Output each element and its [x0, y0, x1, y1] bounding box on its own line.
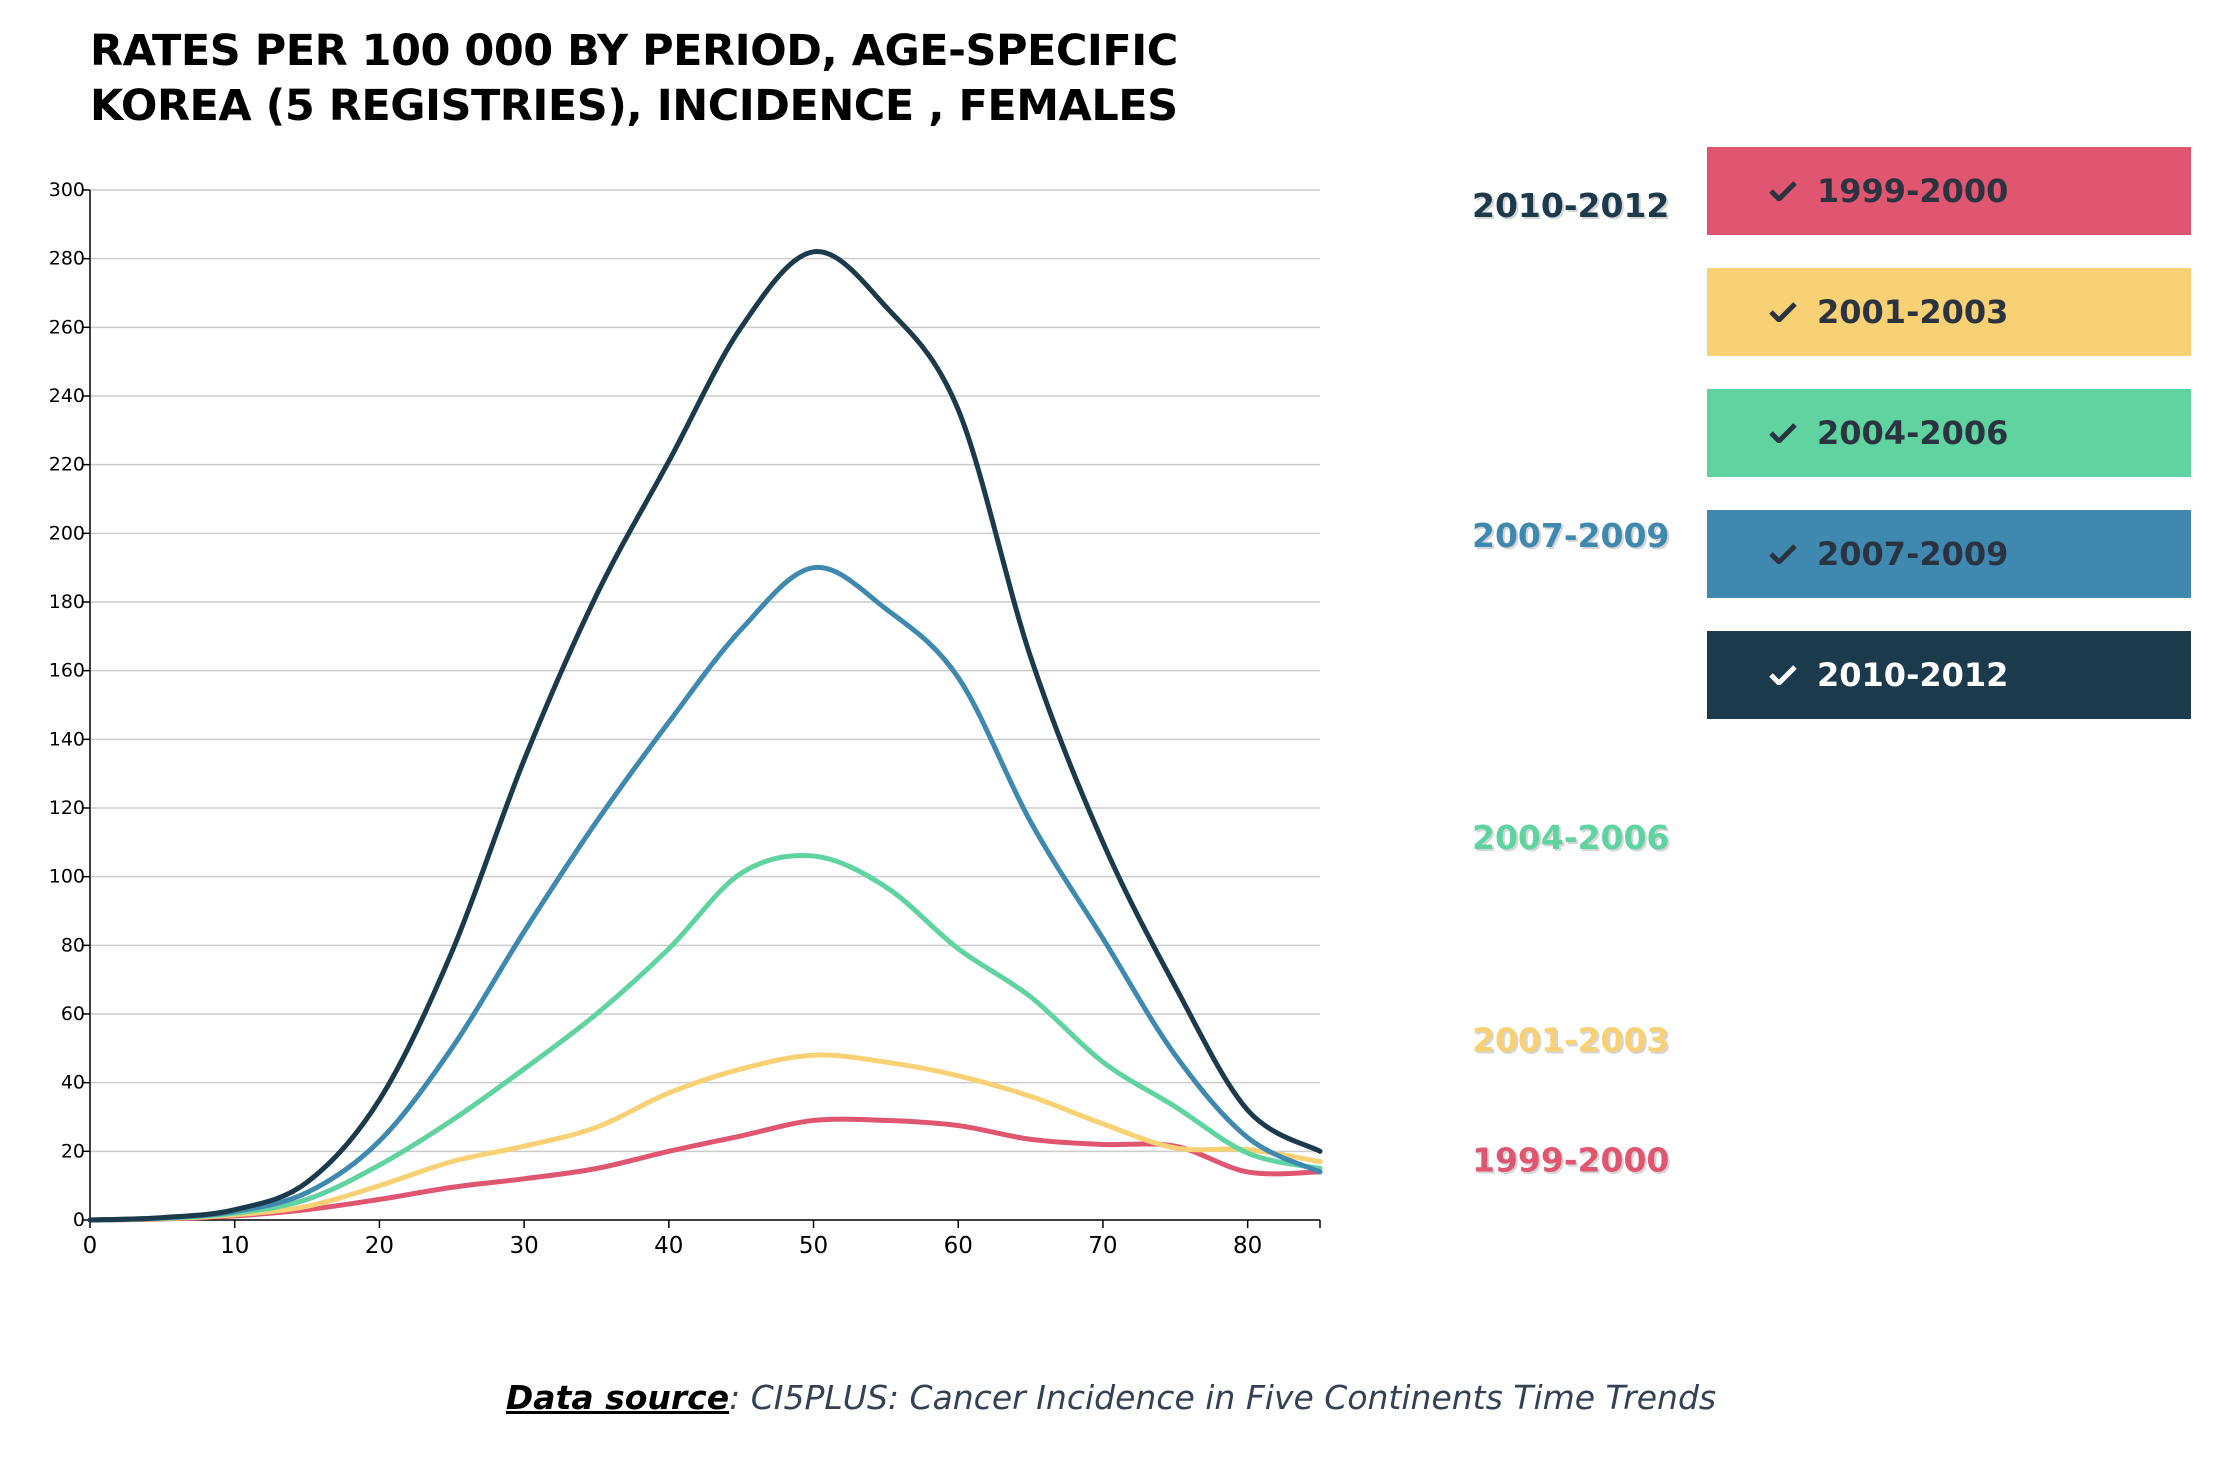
series-end-label-2010-2012: 2010-2012 [1472, 186, 1669, 225]
series-line-2004-2006 [87, 853, 1323, 1223]
series-end-label-2004-2006: 2004-2006 [1472, 818, 1669, 857]
data-source-separator: : [729, 1378, 751, 1417]
x-axis: 0 10 20 30 40 50 60 70 80 [83, 1219, 1321, 1259]
y-tick-label: 0 [73, 1209, 85, 1231]
legend-label: 2007-2009 [1817, 535, 2009, 573]
series-line-2010-2012 [87, 249, 1323, 1223]
x-tick-label: 0 [83, 1233, 98, 1259]
y-tick-label: 200 [49, 522, 85, 544]
legend-item-2007-2009[interactable]: 2007-2009 [1707, 510, 2191, 598]
y-tick-label: 160 [49, 660, 85, 682]
y-tick-label: 240 [49, 385, 85, 407]
series-line-1999-2000 [87, 1116, 1323, 1223]
y-tick-label: 120 [49, 797, 85, 819]
series-end-label-shadow: 2010-2012 [1474, 188, 1671, 227]
y-tick-label: 280 [49, 248, 85, 270]
legend-label: 2004-2006 [1817, 414, 2009, 452]
x-tick-label: 10 [220, 1233, 249, 1259]
x-tick-label: 20 [365, 1233, 394, 1259]
y-tick-label: 180 [49, 591, 85, 613]
series-end-labels: 1999-20001999-20002001-20032001-20032004… [1472, 186, 1671, 1181]
y-tick-label: 260 [49, 316, 85, 338]
y-tick-label: 140 [49, 728, 85, 750]
check-icon [1769, 181, 1797, 201]
chart-title-line-2: KOREA (5 REGISTRIES), INCIDENCE , FEMALE… [90, 81, 1178, 131]
data-source-text: CI5PLUS: Cancer Incidence in Five Contin… [750, 1378, 1717, 1417]
series-end-label-2007-2009: 2007-2009 [1472, 516, 1669, 555]
x-tick-label: 30 [509, 1233, 538, 1259]
series-end-label-2001-2003: 2001-2003 [1472, 1020, 1669, 1059]
legend-label: 2001-2003 [1817, 293, 2009, 331]
x-tick-label: 40 [654, 1233, 683, 1259]
series-end-label-1999-2000: 1999-2000 [1472, 1141, 1669, 1180]
legend-item-2010-2012[interactable]: 2010-2012 [1707, 631, 2191, 719]
check-icon [1769, 302, 1797, 322]
x-tick-label: 60 [944, 1233, 973, 1259]
x-tick-label: 50 [799, 1233, 828, 1259]
chart-title: RATES PER 100 000 BY PERIOD, AGE-SPECIFI… [90, 24, 1178, 134]
series-line-2001-2003 [87, 1052, 1323, 1223]
series-end-label-shadow: 2004-2006 [1474, 820, 1671, 859]
y-axis: 0 20 40 60 80 100 120 140 160 180 200 220 240 260 280 3… [49, 179, 91, 1231]
data-source: Data source: CI5PLUS: Cancer Incidence i… [0, 1378, 2222, 1417]
y-tick-label: 40 [61, 1072, 85, 1094]
y-tick-label: 220 [49, 454, 85, 476]
series-line-2007-2009 [87, 564, 1323, 1223]
check-icon [1769, 665, 1797, 685]
series-end-label-shadow: 2007-2009 [1474, 518, 1671, 557]
legend-label: 2010-2012 [1817, 656, 2009, 694]
y-tick-label: 80 [61, 934, 85, 956]
series-end-label-shadow: 1999-2000 [1474, 1143, 1671, 1182]
check-icon [1769, 423, 1797, 443]
legend-item-1999-2000[interactable]: 1999-2000 [1707, 147, 2191, 235]
y-tick-label: 100 [49, 866, 85, 888]
legend: 1999-2000 2001-2003 2004-2006 2007-2009 … [1707, 147, 2191, 752]
check-icon [1769, 544, 1797, 564]
x-tick-label: 70 [1088, 1233, 1117, 1259]
legend-item-2004-2006[interactable]: 2004-2006 [1707, 389, 2191, 477]
data-source-label: Data source [505, 1378, 730, 1417]
y-tick-label: 20 [61, 1140, 85, 1162]
series-end-label-shadow: 2001-2003 [1474, 1022, 1671, 1061]
chart-title-line-1: RATES PER 100 000 BY PERIOD, AGE-SPECIFI… [90, 26, 1178, 76]
legend-label: 1999-2000 [1817, 172, 2009, 210]
x-tick-label: 80 [1233, 1233, 1262, 1259]
legend-item-2001-2003[interactable]: 2001-2003 [1707, 268, 2191, 356]
series-lines [87, 249, 1323, 1223]
y-tick-label: 300 [49, 179, 85, 201]
y-tick-label: 60 [61, 1003, 85, 1025]
